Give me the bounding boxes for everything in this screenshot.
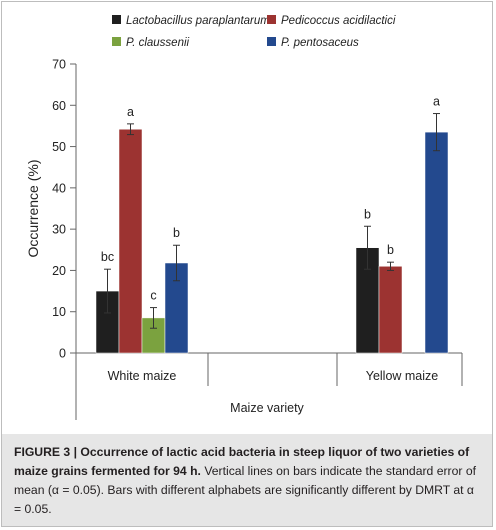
legend-swatch — [112, 37, 121, 46]
significance-letter: a — [127, 105, 134, 119]
bar — [378, 266, 403, 354]
y-tick-label: 20 — [52, 264, 66, 278]
legend-label: P. claussenii — [126, 37, 190, 49]
legend-swatch — [267, 15, 276, 24]
legend-swatch — [112, 15, 121, 24]
caption-text: Vertical lines on bars indicate the stan… — [14, 464, 476, 516]
y-tick-label: 10 — [52, 305, 66, 319]
legend-label: P. pentosaceus — [281, 37, 359, 49]
legend-label: Pedicoccus acidilactici — [281, 15, 396, 27]
x-axis-title: Maize variety — [230, 401, 304, 415]
significance-letter: c — [150, 289, 156, 303]
caption-label: FIGURE 3 | Occurrence of lactic acid bac… — [14, 445, 470, 478]
category-label: White maize — [108, 369, 177, 383]
significance-letter: b — [173, 226, 180, 240]
legend-label: Lactobacillus paraplantarum — [126, 15, 270, 27]
significance-letter: b — [387, 243, 394, 257]
y-tick-label: 60 — [52, 99, 66, 113]
bar-chart: 0 10 20 30 40 50 60 70 Occurrence (%) White maize… — [25, 15, 463, 420]
y-tick-label: 50 — [52, 140, 66, 154]
category-label: Yellow maize — [366, 369, 439, 383]
y-tick-label: 0 — [59, 347, 66, 361]
significance-letter: bc — [101, 250, 114, 264]
figure-caption: FIGURE 3 | Occurrence of lactic acid bac… — [2, 434, 492, 526]
bar — [424, 131, 449, 354]
y-tick-label: 70 — [52, 58, 66, 72]
significance-letter: b — [364, 207, 371, 221]
y-tick-label: 30 — [52, 223, 66, 237]
significance-letter: a — [433, 95, 440, 109]
y-tick-label: 40 — [52, 181, 66, 195]
y-axis-title: Occurrence (%) — [25, 159, 41, 257]
bar — [118, 128, 143, 354]
legend-swatch — [267, 37, 276, 46]
